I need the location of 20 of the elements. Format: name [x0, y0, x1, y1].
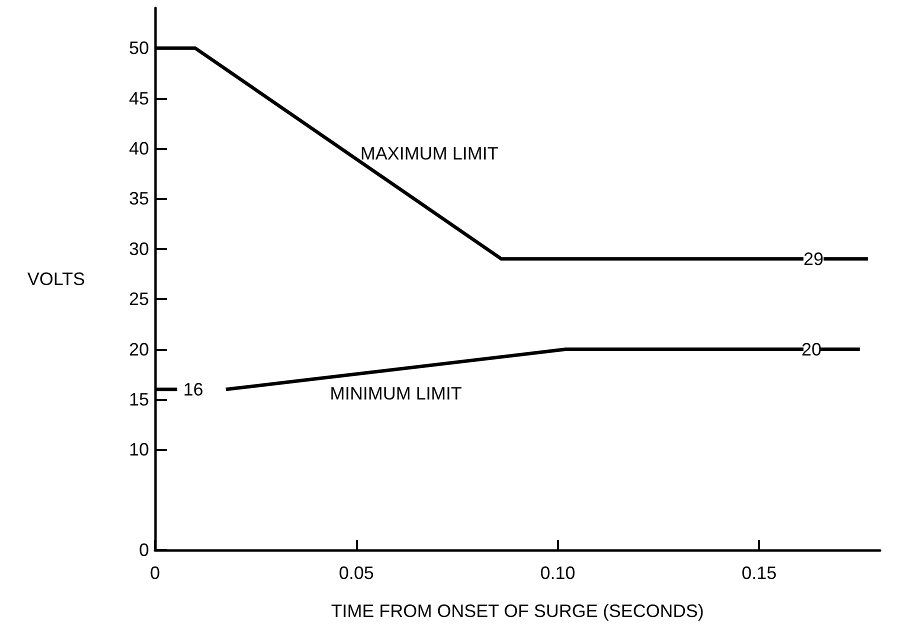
- series-label: MAXIMUM LIMIT: [360, 144, 498, 164]
- annotation: 20: [802, 339, 822, 360]
- y-tick-label: 40: [128, 138, 149, 159]
- x-axis-title: TIME FROM ONSET OF SURGE (SECONDS): [331, 601, 704, 621]
- y-tick-label: 50: [128, 38, 149, 58]
- y-tick-label: 0: [138, 540, 149, 560]
- y-tick-label: 10: [128, 440, 149, 460]
- y-axis-title: VOLTS: [27, 269, 85, 289]
- annotation: 29: [804, 248, 824, 269]
- series-label: MINIMUM LIMIT: [330, 383, 462, 404]
- annotation: 16: [183, 379, 204, 400]
- x-tick-label: 0.15: [742, 563, 777, 583]
- x-tick-label: 0.05: [338, 563, 374, 583]
- y-tick-label: 45: [128, 88, 149, 108]
- y-tick-label: 15: [128, 389, 149, 410]
- y-tick-label: 20: [128, 339, 149, 360]
- y-tick-label: 25: [128, 289, 149, 310]
- y-tick-label: 30: [128, 238, 149, 259]
- y-tick-label: 35: [128, 188, 149, 209]
- x-tick-label: 0.10: [540, 563, 576, 583]
